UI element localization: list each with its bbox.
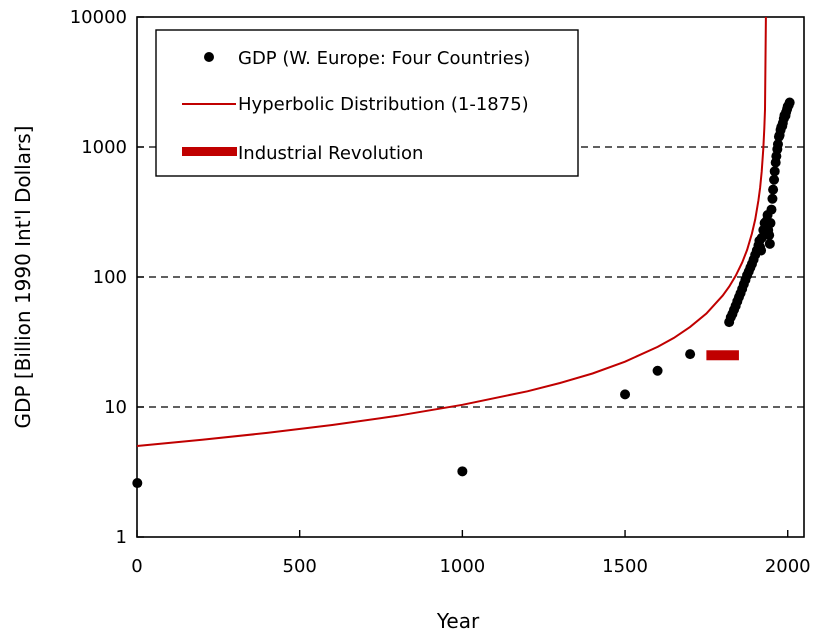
x-tick-label: 1500 bbox=[602, 556, 648, 577]
gdp-point bbox=[769, 174, 780, 185]
legend-label-hyperbolic: Hyperbolic Distribution (1-1875) bbox=[238, 94, 529, 115]
hyperbolic-distribution-line bbox=[136, 16, 767, 447]
gdp-point bbox=[784, 97, 795, 108]
gdp-point bbox=[768, 184, 779, 195]
gdp-point bbox=[765, 218, 776, 229]
x-tick-label: 500 bbox=[283, 556, 317, 577]
y-tick-label: 100 bbox=[93, 267, 127, 288]
y-axis-title: GDP [Billion 1990 Int'l Dollars] bbox=[11, 126, 35, 429]
industrial-revolution-bar bbox=[706, 350, 739, 361]
legend-label-gdp: GDP (W. Europe: Four Countries) bbox=[238, 48, 530, 69]
y-tick-labels: 1 10 100 1000 10000 bbox=[70, 7, 127, 548]
legend-marker-industrial bbox=[182, 147, 237, 156]
x-tick-label: 1000 bbox=[439, 556, 485, 577]
y-tick-label: 10000 bbox=[70, 7, 127, 28]
gdp-point bbox=[764, 238, 775, 249]
gdp-point bbox=[756, 245, 767, 256]
y-tick-label: 1000 bbox=[81, 137, 127, 158]
x-tick-labels: 0 500 1000 1500 2000 bbox=[131, 556, 810, 577]
x-axis-title: Year bbox=[436, 609, 480, 633]
gdp-point bbox=[652, 365, 663, 376]
gdp-point bbox=[766, 204, 777, 215]
legend: GDP (W. Europe: Four Countries) Hyperbol… bbox=[155, 29, 579, 177]
gdp-point bbox=[132, 478, 143, 489]
gdp-point bbox=[620, 389, 631, 400]
plot-content bbox=[132, 16, 795, 489]
x-tick-label: 2000 bbox=[765, 556, 811, 577]
gdp-point bbox=[769, 166, 780, 177]
gdp-point bbox=[772, 139, 783, 150]
legend-marker-gdp bbox=[204, 52, 214, 62]
gdp-point bbox=[764, 230, 775, 241]
y-tick-label: 10 bbox=[104, 397, 127, 418]
y-tick-label: 1 bbox=[116, 527, 127, 548]
legend-label-industrial: Industrial Revolution bbox=[238, 143, 423, 164]
gdp-point bbox=[685, 349, 696, 360]
gdp-points bbox=[132, 97, 795, 489]
gdp-point bbox=[767, 193, 778, 204]
x-tick-label: 0 bbox=[131, 556, 142, 577]
axis-ticks bbox=[136, 16, 789, 538]
gdp-point bbox=[457, 466, 468, 477]
gridlines bbox=[137, 146, 804, 408]
